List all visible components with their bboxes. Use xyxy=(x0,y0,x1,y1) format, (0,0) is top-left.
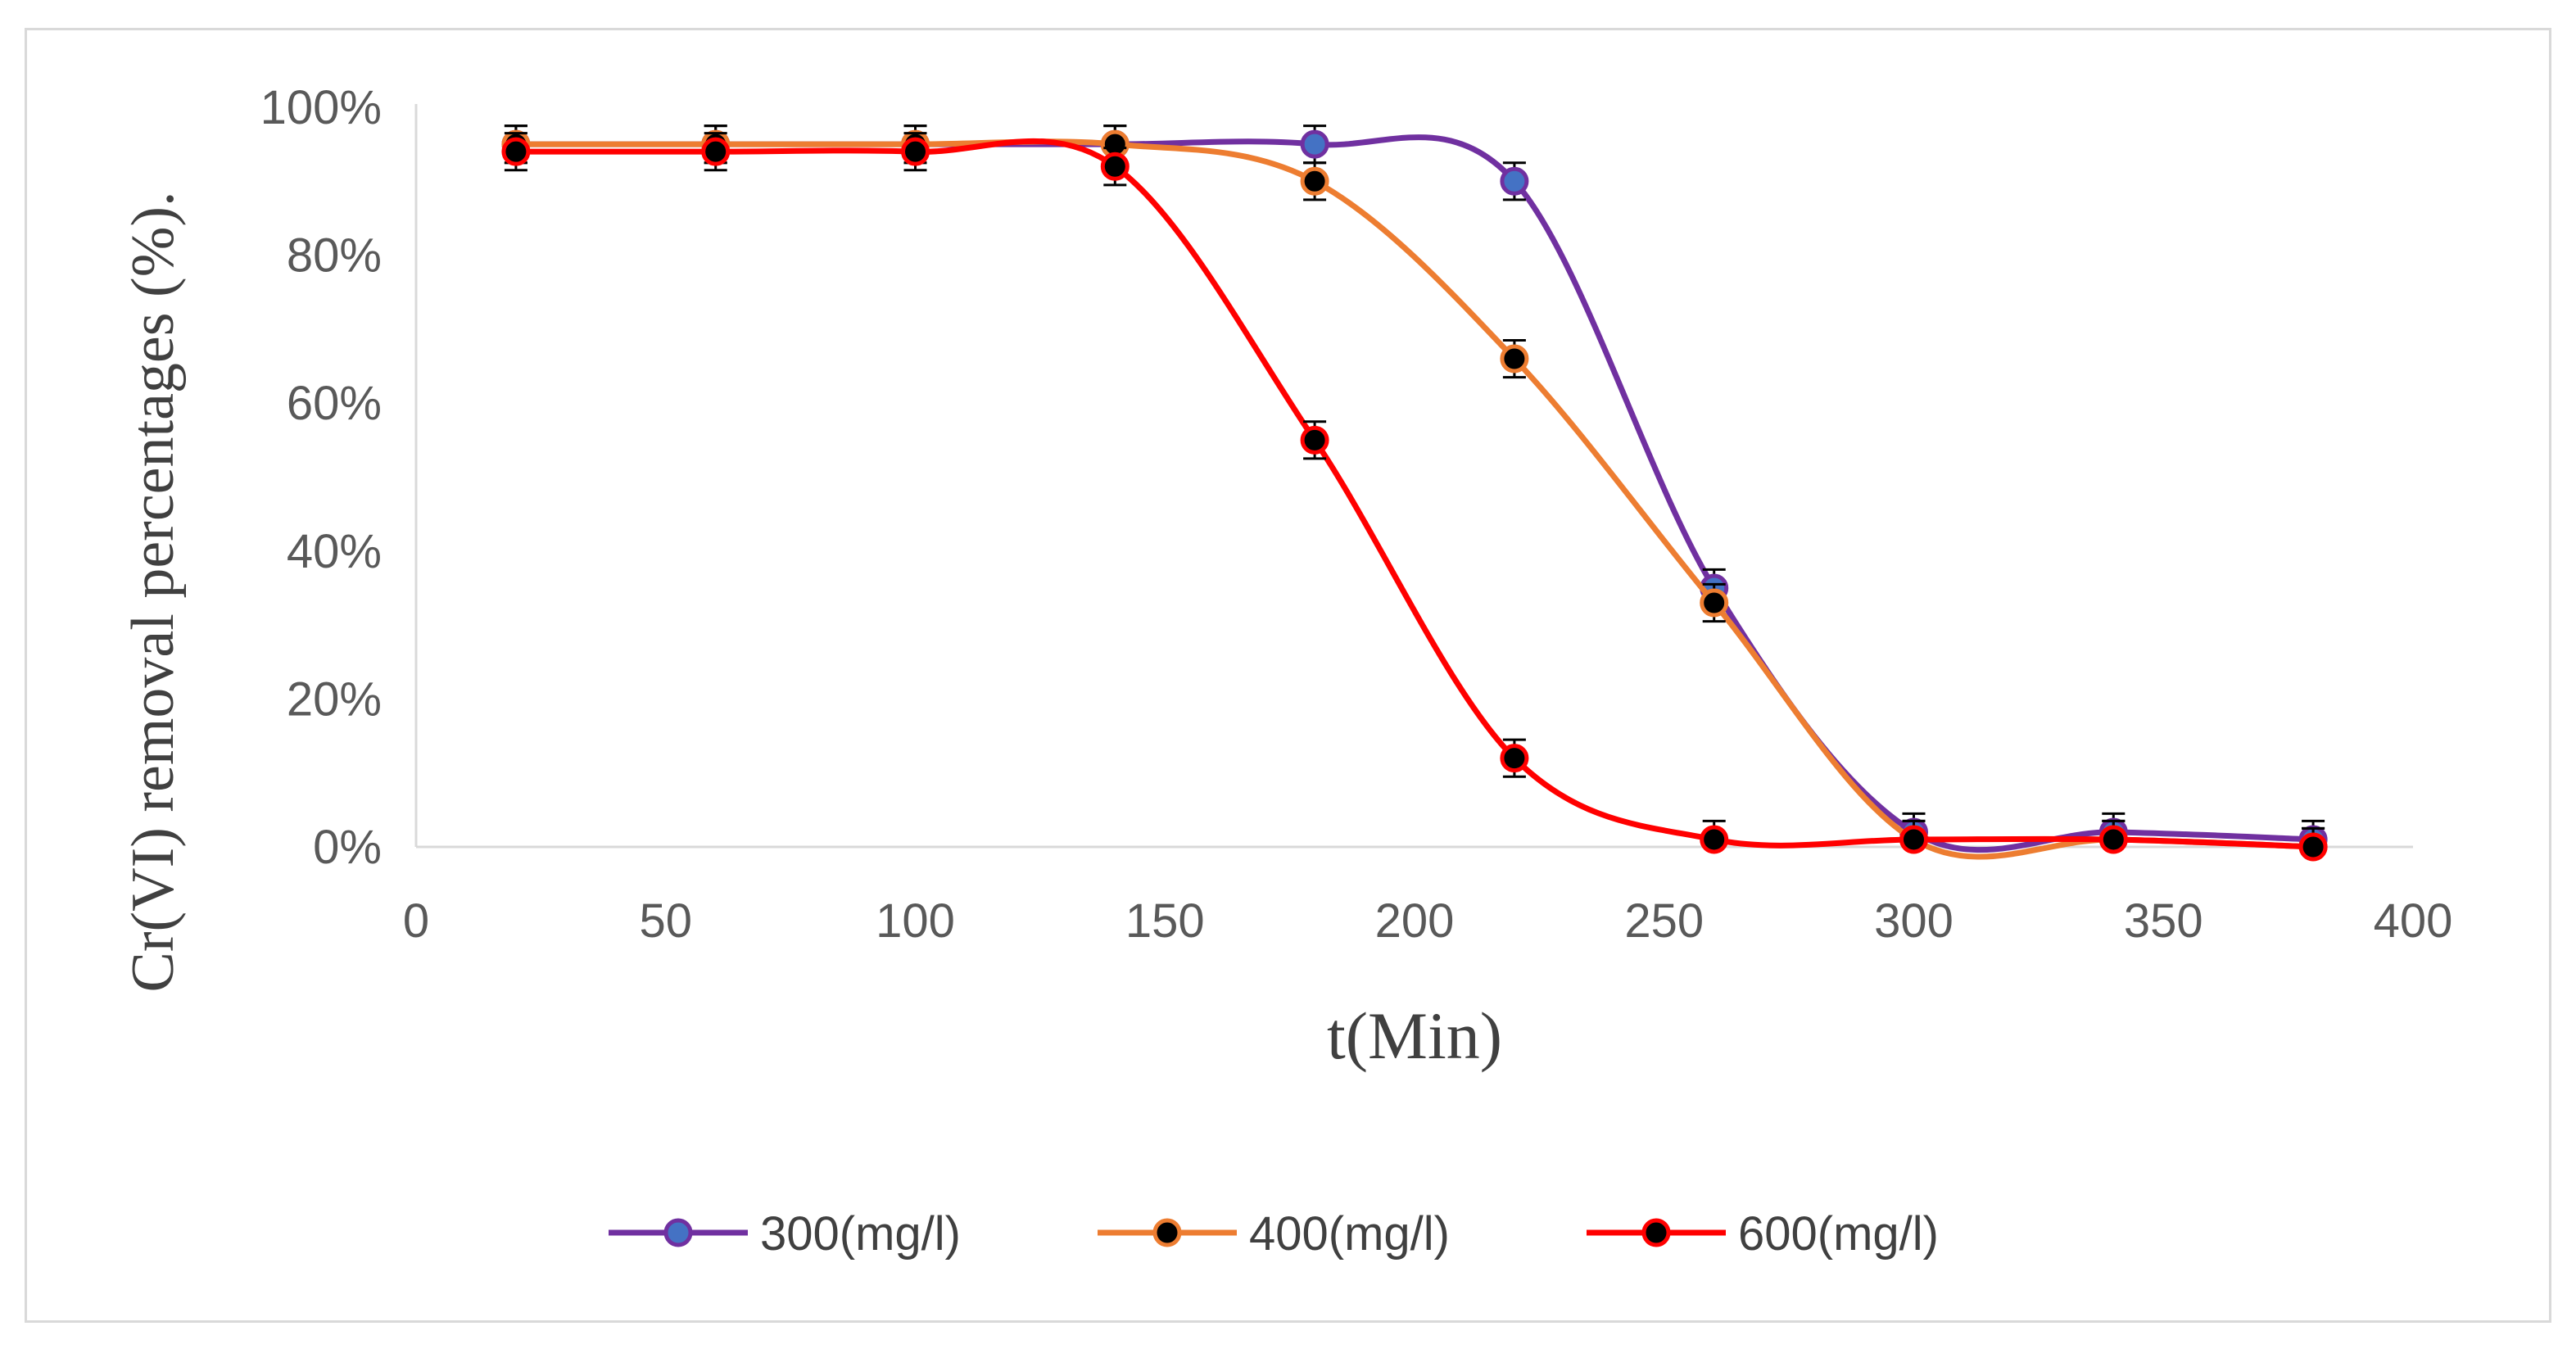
chart-svg: 0% 20% 40% 60% 80% 100% 0 50 100 150 200 250 300 350 4… xyxy=(120,81,2453,1261)
data-point xyxy=(1899,825,1928,854)
x-tick-label: 250 xyxy=(1624,894,1704,948)
legend: 300(mg/l) 400(mg/l) 600(mg/l) xyxy=(609,1207,1939,1261)
x-tick-label: 0 xyxy=(403,894,429,948)
legend-marker xyxy=(1152,1218,1182,1247)
series-line xyxy=(515,134,2314,853)
legend-label: 300(mg/l) xyxy=(760,1207,961,1261)
series-3 xyxy=(501,132,2328,862)
data-point xyxy=(1300,166,1329,196)
y-tick-label: 20% xyxy=(287,672,382,726)
y-axis-title: Cr(VI) removal percentages (%). xyxy=(120,192,187,993)
chart-frame: 0% 20% 40% 60% 80% 100% 0 50 100 150 200 250 300 350 4… xyxy=(25,28,2551,1323)
x-tick-label: 350 xyxy=(2124,894,2203,948)
x-tick-label: 200 xyxy=(1375,894,1455,948)
x-tick-label: 50 xyxy=(639,894,692,948)
y-tick-label: 60% xyxy=(287,377,382,430)
data-point xyxy=(2098,825,2128,854)
y-tick-label: 0% xyxy=(313,821,382,874)
y-tick-label: 40% xyxy=(287,525,382,578)
legend-marker xyxy=(1641,1218,1671,1247)
data-point xyxy=(1700,825,1729,854)
data-point xyxy=(1500,344,1529,373)
data-point xyxy=(701,137,731,166)
x-tick-label: 150 xyxy=(1125,894,1205,948)
legend-label: 600(mg/l) xyxy=(1738,1207,1939,1261)
series-line xyxy=(515,138,2314,860)
data-point xyxy=(1300,425,1329,455)
x-tick-label: 400 xyxy=(2374,894,2453,948)
data-point xyxy=(1100,152,1130,181)
data-point xyxy=(2298,832,2328,862)
series-layer xyxy=(501,124,2328,862)
series-line xyxy=(515,138,2314,850)
axes: 0% 20% 40% 60% 80% 100% 0 50 100 150 200 250 300 350 4… xyxy=(260,81,2453,948)
y-tick-label: 100% xyxy=(260,81,382,134)
data-point xyxy=(501,137,531,166)
legend-item: 400(mg/l) xyxy=(1098,1207,1450,1261)
data-point xyxy=(1500,744,1529,773)
series-1 xyxy=(501,124,2328,854)
series-2 xyxy=(501,124,2328,862)
x-axis-title: t(Min) xyxy=(1327,998,1502,1073)
data-point xyxy=(1500,166,1529,196)
legend-label: 400(mg/l) xyxy=(1249,1207,1450,1261)
x-tick-label: 300 xyxy=(1874,894,1954,948)
x-tick-label: 100 xyxy=(876,894,955,948)
y-tick-label: 80% xyxy=(287,229,382,283)
legend-item: 600(mg/l) xyxy=(1587,1207,1939,1261)
data-point xyxy=(1300,129,1329,159)
data-point xyxy=(1700,588,1729,618)
legend-item: 300(mg/l) xyxy=(609,1207,961,1261)
legend-marker xyxy=(663,1218,693,1247)
data-point xyxy=(901,137,930,166)
